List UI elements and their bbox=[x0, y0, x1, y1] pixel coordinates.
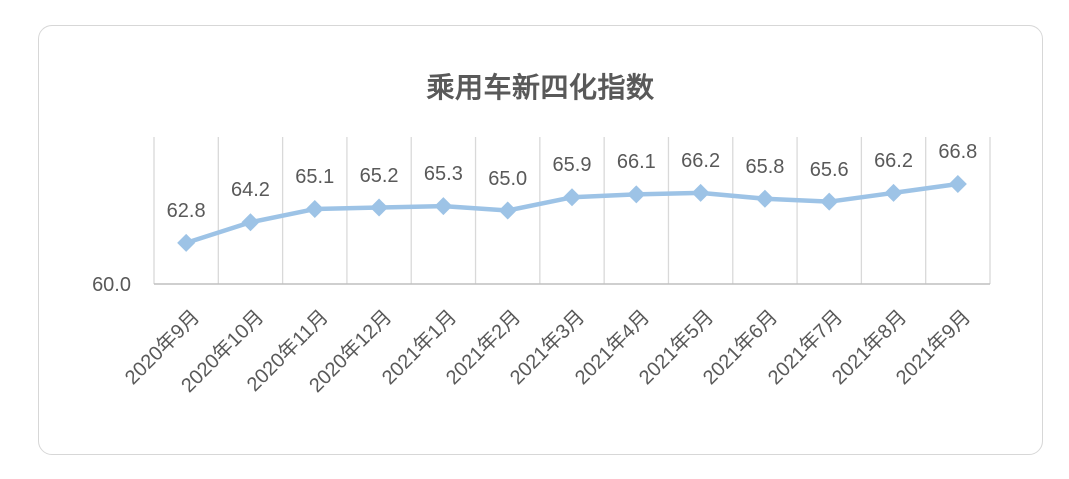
data-point-marker bbox=[498, 201, 517, 220]
data-point-marker bbox=[948, 175, 967, 194]
data-label: 65.3 bbox=[423, 163, 463, 186]
data-point-marker bbox=[820, 192, 839, 211]
data-label: 62.8 bbox=[166, 199, 206, 222]
data-label: 66.1 bbox=[616, 151, 656, 174]
data-point-marker bbox=[241, 213, 260, 232]
data-point-marker bbox=[434, 197, 453, 216]
data-label: 66.8 bbox=[938, 141, 978, 164]
y-axis-tick-label: 60.0 bbox=[92, 274, 131, 296]
data-label: 65.6 bbox=[809, 158, 849, 181]
chart-card: 乘用车新四化指数 60.0 62.8 64.2 65.1 65.2 65.3 65.0 65… bbox=[38, 25, 1043, 455]
data-point-marker bbox=[627, 185, 646, 204]
line-chart bbox=[153, 137, 991, 285]
data-label: 65.2 bbox=[359, 164, 399, 187]
data-label: 65.0 bbox=[488, 167, 528, 190]
data-point-marker bbox=[563, 188, 581, 207]
data-point-marker bbox=[305, 200, 324, 219]
data-label: 64.2 bbox=[230, 179, 270, 202]
plot-area: 60.0 62.8 64.2 65.1 65.2 65.3 65.0 65.9 66.1 66.… bbox=[39, 26, 1044, 456]
data-point-marker bbox=[370, 198, 389, 217]
data-point-marker bbox=[691, 183, 710, 202]
data-label: 65.9 bbox=[552, 154, 592, 177]
data-point-marker bbox=[755, 189, 774, 208]
data-point-marker bbox=[884, 183, 903, 202]
data-label: 65.8 bbox=[745, 155, 785, 178]
chart-title: 乘用车新四化指数 bbox=[426, 72, 655, 103]
data-label: 65.1 bbox=[295, 166, 335, 189]
data-label: 66.2 bbox=[681, 149, 721, 172]
data-point-marker bbox=[177, 233, 196, 252]
data-label: 66.2 bbox=[874, 149, 913, 172]
